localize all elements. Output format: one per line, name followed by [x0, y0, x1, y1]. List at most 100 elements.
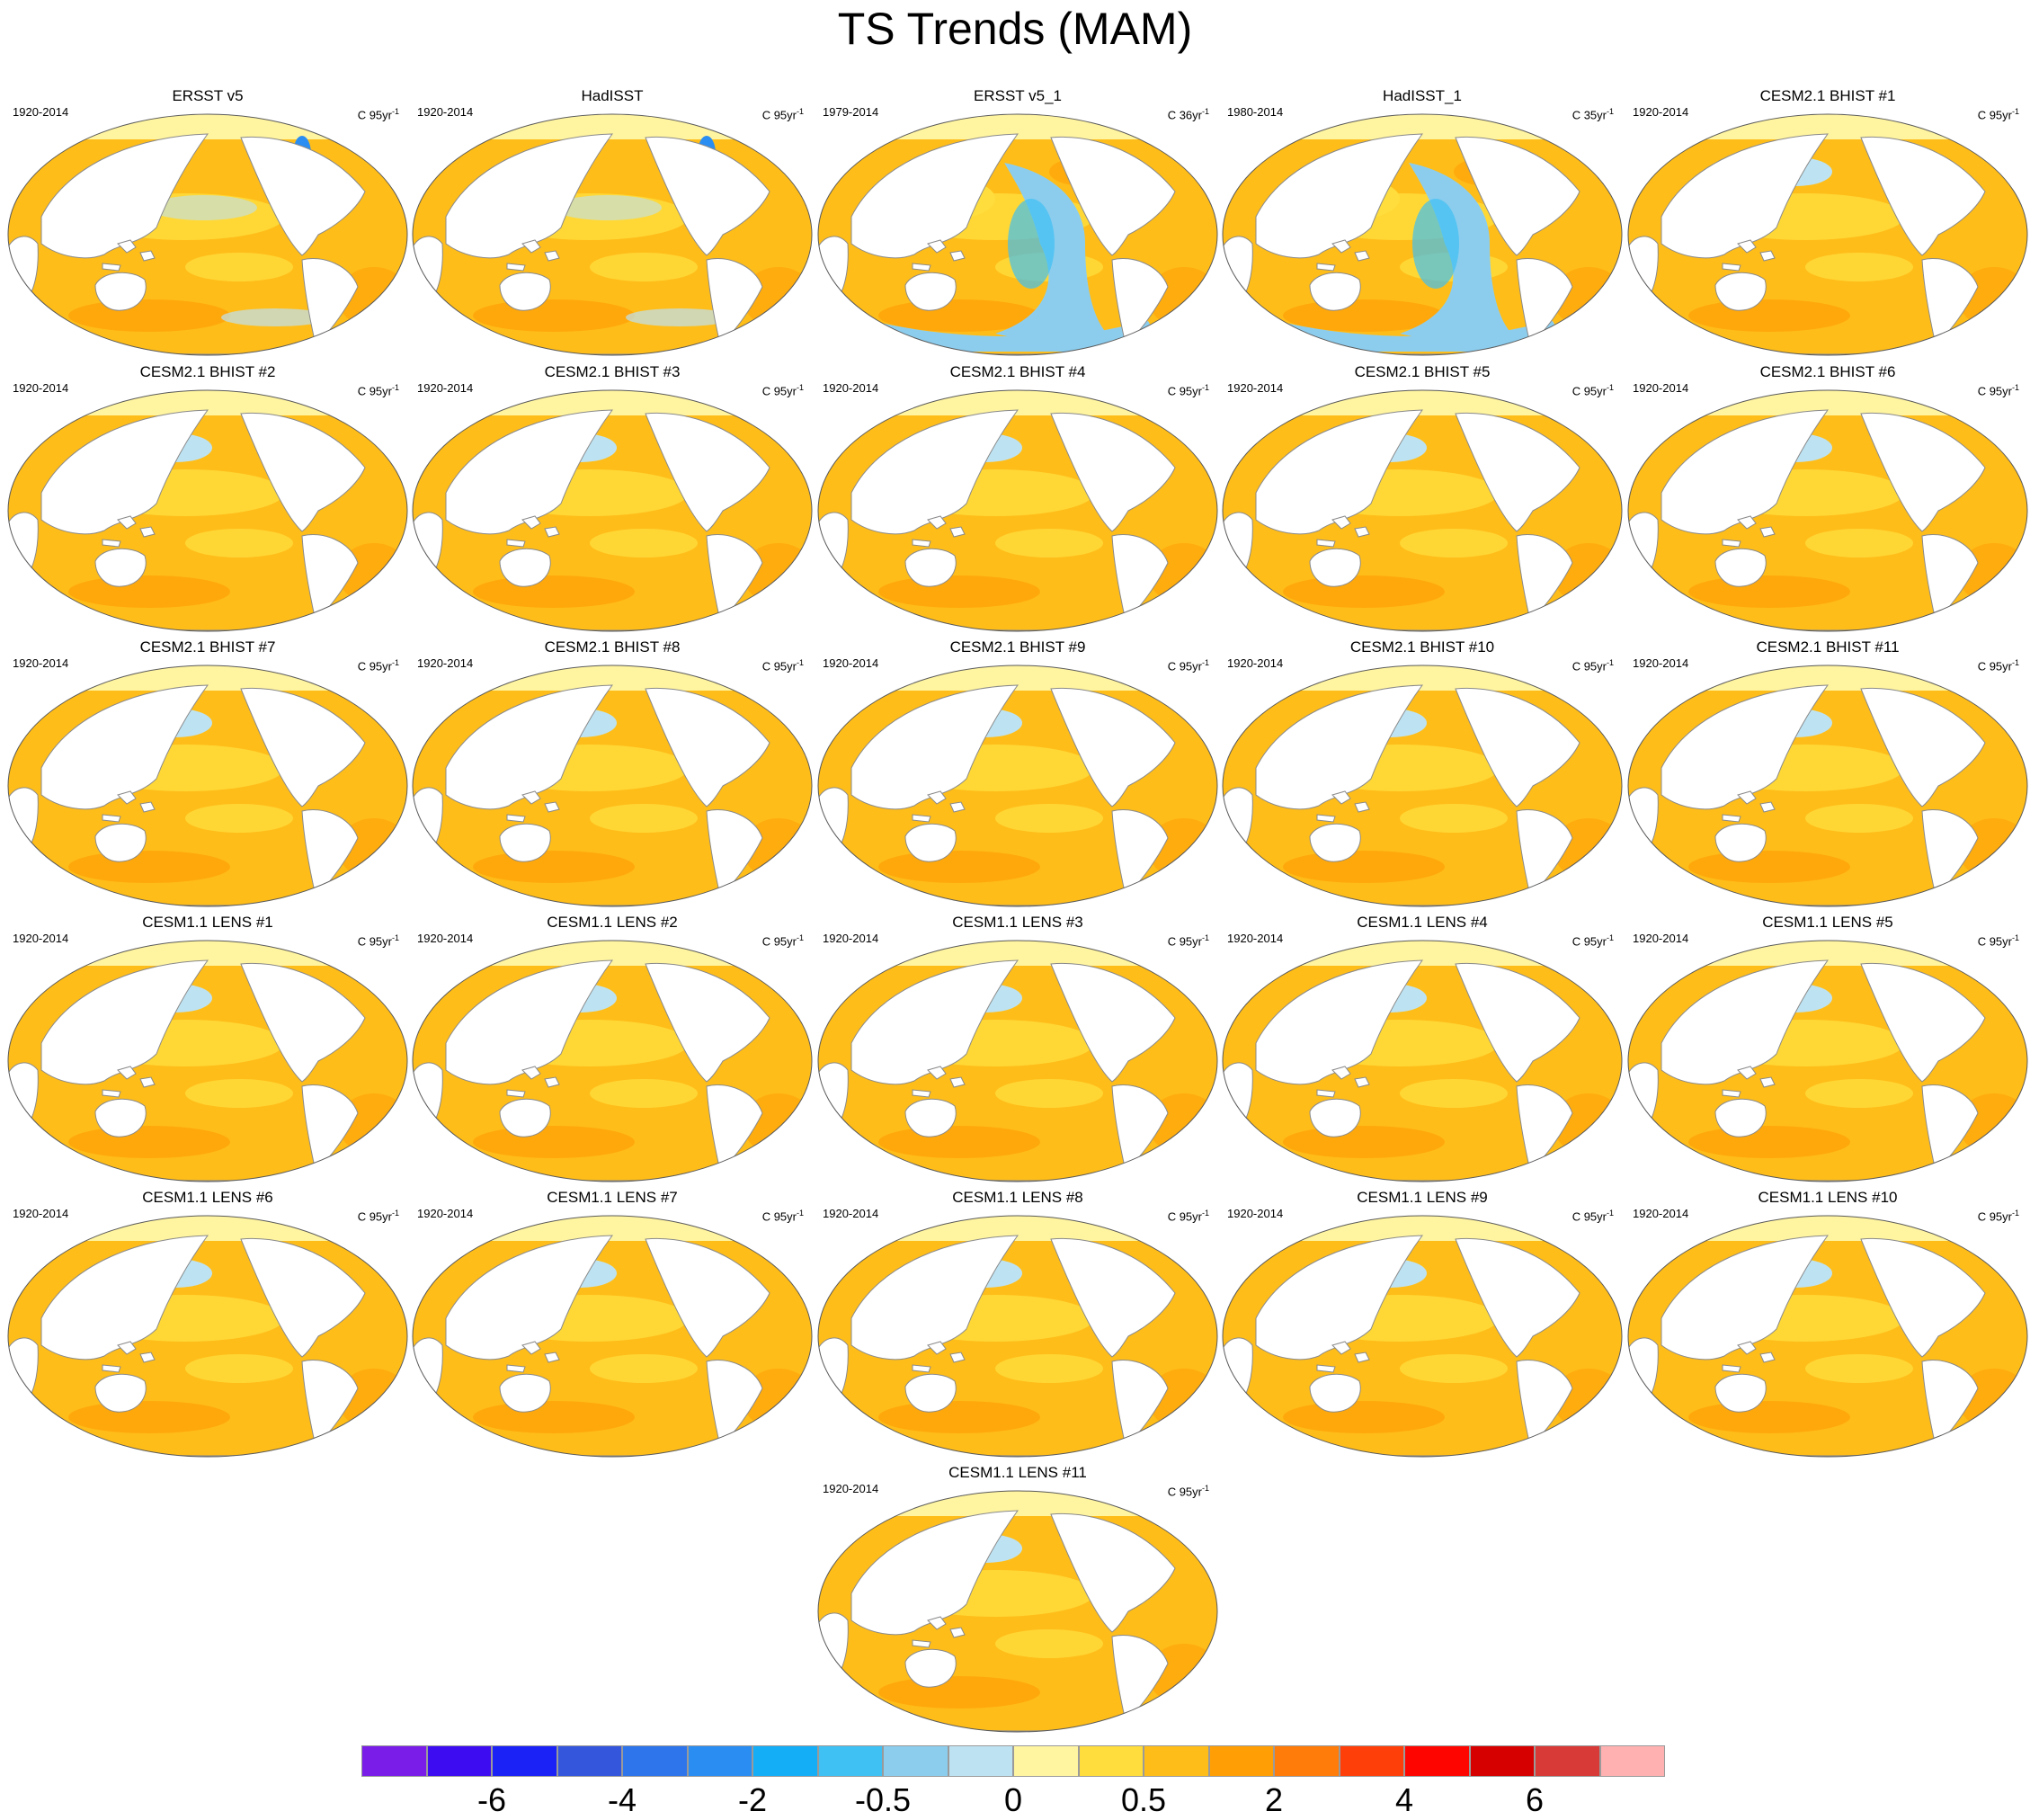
units-label: C 95yr [1571, 934, 1607, 949]
panel-units: C 95yr-1 [1168, 931, 1209, 949]
panel-title: CESM1.1 LENS #9 [1357, 1189, 1488, 1206]
units-exponent: -1 [1201, 1484, 1209, 1493]
panel-units: C 95yr-1 [762, 931, 804, 949]
panel-title: CESM2.1 BHIST #7 [139, 638, 276, 656]
panel-units: C 35yr-1 [1572, 104, 1614, 122]
colorbar-segment [1208, 1745, 1274, 1777]
units-label: C 95yr [1167, 384, 1202, 398]
units-exponent: -1 [2011, 383, 2019, 392]
units-exponent: -1 [2011, 658, 2019, 667]
colorbar-tick-label: -6 [476, 1781, 506, 1818]
panel-period: 1920-2014 [13, 1207, 69, 1220]
panel-units: C 95yr-1 [1168, 1206, 1209, 1224]
map-panel: CESM2.1 BHIST #2 1920-2014 C 95yr-1 [5, 363, 410, 633]
units-label: C 95yr [1571, 1209, 1607, 1224]
map-panel: HadISST 1920-2014 C 95yr-1 [410, 87, 815, 357]
units-label: C 95yr [1167, 934, 1202, 949]
units-label: C 35yr [1571, 108, 1607, 122]
panel-units: C 95yr-1 [762, 380, 804, 398]
units-exponent: -1 [796, 658, 804, 667]
units-exponent: -1 [1606, 1209, 1614, 1218]
colorbar-segment [361, 1745, 427, 1777]
units-exponent: -1 [2011, 933, 2019, 942]
units-exponent: -1 [1201, 933, 1209, 942]
map-panel: CESM1.1 LENS #9 1920-2014 C 95yr-1 [1220, 1189, 1625, 1459]
units-label: C 95yr [1167, 1209, 1202, 1224]
units-label: C 95yr [1977, 1209, 2012, 1224]
panel-period: 1920-2014 [1633, 656, 1689, 670]
panel-period: 1920-2014 [1227, 381, 1284, 395]
trend-map [1625, 109, 2030, 357]
trend-map [815, 935, 1220, 1183]
panel-title: CESM2.1 BHIST #9 [949, 638, 1086, 656]
panel-title: CESM1.1 LENS #4 [1357, 914, 1488, 931]
panel-title: CESM1.1 LENS #6 [142, 1189, 273, 1206]
map-panel: CESM2.1 BHIST #1 1920-2014 C 95yr-1 [1625, 87, 2030, 357]
panel-period: 1979-2014 [823, 105, 879, 119]
colorbar-segment [492, 1745, 557, 1777]
panel-units: C 95yr-1 [1978, 1206, 2019, 1224]
trend-map [1220, 935, 1625, 1183]
units-exponent: -1 [391, 933, 399, 942]
trend-map [1220, 660, 1625, 908]
trend-map [410, 1210, 815, 1459]
panel-units: C 95yr-1 [358, 1206, 399, 1224]
panel-title: CESM1.1 LENS #2 [547, 914, 678, 931]
panel-title: ERSST v5_1 [974, 87, 1062, 104]
units-label: C 95yr [1977, 108, 2012, 122]
map-panel: CESM1.1 LENS #10 1920-2014 C 95yr-1 [1625, 1189, 2030, 1459]
panel-period: 1920-2014 [13, 932, 69, 945]
units-label: C 95yr [357, 108, 392, 122]
panel-units: C 36yr-1 [1168, 104, 1209, 122]
panel-period: 1920-2014 [417, 1207, 474, 1220]
panel-period: 1920-2014 [823, 932, 879, 945]
panel-period: 1920-2014 [823, 1207, 879, 1220]
trend-map [815, 385, 1220, 633]
units-exponent: -1 [391, 1209, 399, 1218]
colorbar-tick-label: 6 [1525, 1781, 1545, 1818]
colorbar-tick-label: 0.5 [1120, 1781, 1167, 1818]
trend-map [815, 109, 1220, 357]
units-label: C 95yr [1571, 659, 1607, 674]
panel-units: C 95yr-1 [1168, 380, 1209, 398]
units-exponent: -1 [1606, 107, 1614, 116]
colorbar-tick-label: 4 [1394, 1781, 1414, 1818]
panel-title: CESM1.1 LENS #5 [1762, 914, 1893, 931]
map-panel: CESM1.1 LENS #4 1920-2014 C 95yr-1 [1220, 914, 1625, 1183]
panel-period: 1920-2014 [1633, 381, 1689, 395]
panel-period: 1920-2014 [823, 656, 879, 670]
trend-map [410, 109, 815, 357]
panel-units: C 95yr-1 [762, 656, 804, 674]
panel-units: C 95yr-1 [358, 931, 399, 949]
units-exponent: -1 [796, 383, 804, 392]
panel-period: 1920-2014 [13, 105, 69, 119]
panel-units: C 95yr-1 [358, 656, 399, 674]
trend-map [1625, 1210, 2030, 1459]
units-label: C 95yr [1167, 659, 1202, 674]
units-exponent: -1 [1606, 933, 1614, 942]
colorbar-segment [817, 1745, 883, 1777]
colorbar-segment [426, 1745, 492, 1777]
panel-title: CESM2.1 BHIST #6 [1759, 363, 1896, 380]
panel-period: 1980-2014 [1227, 105, 1284, 119]
units-exponent: -1 [1201, 658, 1209, 667]
units-exponent: -1 [391, 658, 399, 667]
map-panel: CESM2.1 BHIST #10 1920-2014 C 95yr-1 [1220, 638, 1625, 908]
units-exponent: -1 [2011, 1209, 2019, 1218]
panel-period: 1920-2014 [1633, 1207, 1689, 1220]
map-panel: CESM2.1 BHIST #11 1920-2014 C 95yr-1 [1625, 638, 2030, 908]
colorbar-segment [622, 1745, 688, 1777]
map-panel: HadISST_1 1980-2014 C 35yr-1 [1220, 87, 1625, 357]
panel-period: 1920-2014 [13, 656, 69, 670]
panel-units: C 95yr-1 [1572, 656, 1614, 674]
panel-period: 1920-2014 [13, 381, 69, 395]
panel-title: HadISST [581, 87, 644, 104]
trend-map [815, 1485, 1220, 1734]
map-panel: CESM2.1 BHIST #6 1920-2014 C 95yr-1 [1625, 363, 2030, 633]
panel-units: C 95yr-1 [1572, 1206, 1614, 1224]
panel-title: ERSST v5 [172, 87, 244, 104]
units-label: C 95yr [761, 108, 797, 122]
units-exponent: -1 [2011, 107, 2019, 116]
panel-title: CESM2.1 BHIST #11 [1756, 638, 1900, 656]
map-panel: ERSST v5 1920-2014 C 95yr-1 [5, 87, 410, 357]
